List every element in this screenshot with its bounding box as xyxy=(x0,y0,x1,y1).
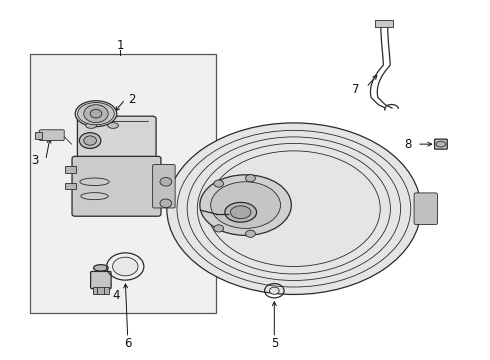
Bar xyxy=(375,20,393,27)
Bar xyxy=(30,54,216,313)
Circle shape xyxy=(84,105,108,123)
Ellipse shape xyxy=(108,123,119,129)
Circle shape xyxy=(84,136,97,145)
Text: 6: 6 xyxy=(124,337,131,350)
Ellipse shape xyxy=(225,202,257,222)
Text: 3: 3 xyxy=(31,154,39,167)
Ellipse shape xyxy=(77,103,114,125)
Text: 8: 8 xyxy=(404,138,411,150)
FancyBboxPatch shape xyxy=(435,139,447,149)
FancyBboxPatch shape xyxy=(153,165,175,208)
Circle shape xyxy=(90,109,102,118)
Ellipse shape xyxy=(211,182,280,228)
Bar xyxy=(35,132,42,139)
Ellipse shape xyxy=(230,206,251,219)
Circle shape xyxy=(160,177,172,186)
Circle shape xyxy=(79,133,101,148)
Text: 7: 7 xyxy=(352,83,360,96)
Text: 4: 4 xyxy=(112,289,120,302)
Text: 5: 5 xyxy=(270,337,278,350)
Text: 1: 1 xyxy=(117,39,124,52)
Circle shape xyxy=(214,225,223,232)
Circle shape xyxy=(245,175,255,182)
Bar xyxy=(65,183,76,189)
FancyBboxPatch shape xyxy=(77,116,156,163)
Bar xyxy=(93,287,109,294)
Ellipse shape xyxy=(167,123,421,294)
Ellipse shape xyxy=(86,123,97,129)
Circle shape xyxy=(160,199,172,208)
Circle shape xyxy=(214,180,223,187)
Ellipse shape xyxy=(94,265,108,271)
Circle shape xyxy=(245,230,255,237)
Text: 2: 2 xyxy=(128,93,135,106)
FancyBboxPatch shape xyxy=(91,271,111,289)
Ellipse shape xyxy=(75,101,117,127)
Bar xyxy=(65,166,76,173)
Ellipse shape xyxy=(200,175,292,235)
Circle shape xyxy=(270,287,279,294)
Ellipse shape xyxy=(436,141,446,147)
FancyBboxPatch shape xyxy=(414,193,438,225)
FancyBboxPatch shape xyxy=(72,156,161,216)
FancyBboxPatch shape xyxy=(39,130,64,140)
Circle shape xyxy=(113,257,138,276)
